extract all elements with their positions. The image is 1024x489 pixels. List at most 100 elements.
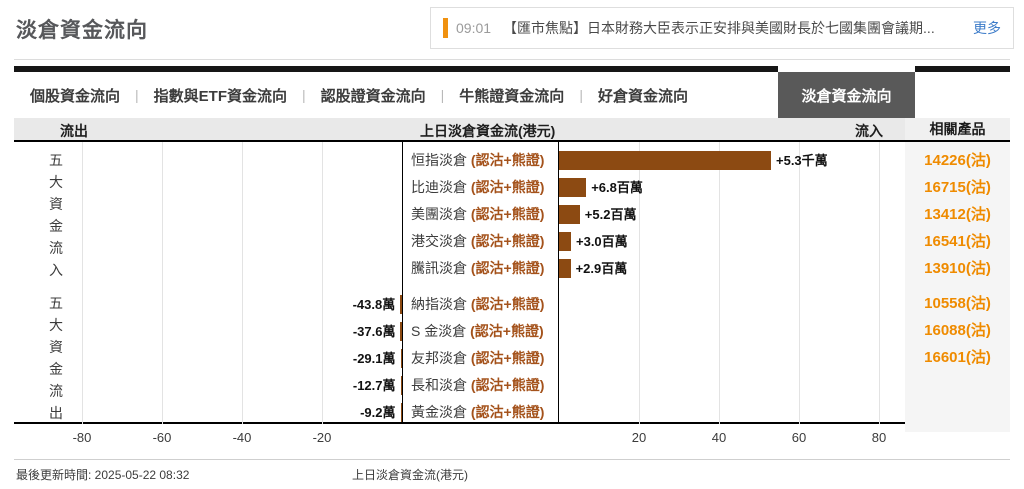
page-title: 淡倉資金流向 [16, 19, 148, 42]
tab-stock-fund-flow[interactable]: 個股資金流向 [30, 87, 121, 105]
related-products-column: 14226(沽) 16715(沽) 13412(沽) 16541(沽) 13910(沽)… [905, 142, 1010, 432]
tabbar-top-border [915, 66, 1010, 72]
x-axis-caption: 上日淡倉資金流(港元) [352, 468, 468, 482]
gridline [719, 142, 720, 424]
chart-row: 比迪淡倉 (認沽+熊證) +6.8百萬 [14, 174, 905, 201]
inflow-header-label: 流入 [855, 123, 883, 139]
gridline [799, 142, 800, 424]
bar-value-label: -12.7萬 [352, 377, 396, 393]
bar-value-label: -37.6萬 [352, 323, 396, 339]
news-headline-link[interactable]: 【匯市焦點】日本財務大臣表示正安排與美國財長於七國集團會議期... [503, 20, 935, 36]
flow-bar [559, 178, 587, 197]
gridline [879, 142, 880, 424]
bar-value-label: -43.8萬 [352, 296, 396, 312]
row-label: 美團淡倉 (認沽+熊證) [411, 206, 545, 222]
bar-value-label: +5.2百萬 [584, 207, 637, 222]
tab-separator: | [579, 87, 583, 103]
tab-warrant-fund-flow[interactable]: 認股證資金流向 [320, 87, 426, 105]
row-label: 納指淡倉 (認沽+熊證) [411, 295, 545, 312]
related-products-header: 相關產品 [905, 118, 1010, 140]
flow-bar [559, 259, 571, 278]
flow-bar [400, 294, 402, 314]
related-product-link[interactable]: 16715(沽) [924, 178, 991, 196]
chart-row: 納指淡倉 (認沽+熊證) -43.8萬 [14, 291, 905, 318]
flow-bar [559, 205, 580, 224]
chart-row: S 金淡倉 (認沽+熊證) -37.6萬 [14, 318, 905, 345]
tab-separator: | [440, 87, 445, 103]
related-product-link[interactable]: 16088(沽) [924, 322, 991, 339]
bar-value-label: +6.8百萬 [591, 180, 643, 195]
related-product-link[interactable]: 14226(沽) [924, 151, 991, 169]
chart-title-label: 上日淡倉資金流(港元) [420, 123, 556, 139]
row-label: 騰訊淡倉 (認沽+熊證) [411, 260, 545, 276]
chart-row: 美團淡倉 (認沽+熊證) +5.2百萬 [14, 201, 905, 228]
row-label: 長和淡倉 (認沽+熊證) [411, 376, 545, 393]
flow-bar [559, 151, 771, 170]
flow-bar [400, 348, 402, 368]
chart-header-strip: 流出 上日淡倉資金流(港元) 流入 相關產品 [14, 118, 1010, 142]
x-tick-label: -20 [312, 430, 332, 445]
related-product-link[interactable]: 13910(沽) [924, 259, 991, 277]
row-label: S 金淡倉 (認沽+熊證) [411, 322, 544, 339]
chart-row: 恒指淡倉 (認沽+熊證) +5.3千萬 [14, 147, 905, 174]
gridline [242, 142, 243, 424]
x-tick-label: 40 [711, 430, 727, 445]
inflow-group-label: 五大資金流入 [49, 151, 63, 278]
chart-plot: 恒指淡倉 (認沽+熊證) +5.3千萬比迪淡倉 (認沽+熊證) +6.8百萬美團淡倉… [14, 142, 905, 424]
news-time: 09:01 [456, 20, 492, 36]
gridline [162, 142, 163, 424]
tab-cbbc-fund-flow[interactable]: 牛熊證資金流向 [459, 87, 565, 105]
bar-value-label: +5.3千萬 [776, 153, 828, 168]
related-product-link[interactable]: 13412(沽) [924, 205, 991, 223]
outflow-header-label: 流出 [60, 123, 88, 139]
related-product-link[interactable]: 16541(沽) [924, 232, 991, 250]
gridline [82, 142, 83, 424]
related-product-link[interactable]: 10558(沽) [924, 295, 991, 312]
chart-row: 黃金淡倉 (認沽+熊證) -9.2萬 [14, 399, 905, 426]
x-axis-ticks: -80 -60 -40 -20 20 40 60 80 [14, 430, 905, 450]
outflow-group-label: 五大資金流出 [49, 295, 63, 421]
chart-row: 騰訊淡倉 (認沽+熊證) +2.9百萬 [14, 255, 905, 282]
x-tick-label: 80 [871, 430, 887, 445]
gridline [639, 142, 640, 424]
flow-bar [400, 375, 402, 395]
x-tick-label: -80 [72, 430, 92, 445]
flow-bar [559, 232, 571, 251]
row-label: 港交淡倉 (認沽+熊證) [411, 233, 545, 249]
gridline [322, 142, 323, 424]
news-ticker[interactable]: 09:01 【匯市焦點】日本財務大臣表示正安排與美國財長於七國集團會議期... … [430, 7, 1014, 49]
x-tick-label: -60 [152, 430, 172, 445]
bar-value-label: -9.2萬 [360, 404, 396, 420]
row-label: 恒指淡倉 (認沽+熊證) [411, 152, 545, 168]
last-update-time: 最後更新時間: 2025-05-22 08:32 [16, 468, 190, 482]
chart-row: 港交淡倉 (認沽+熊證) +3.0百萬 [14, 228, 905, 255]
chart-row: 友邦淡倉 (認沽+熊證) -29.1萬 [14, 345, 905, 372]
x-tick-label: -40 [232, 430, 252, 445]
flow-bar [400, 321, 402, 341]
tabbar-top-border [14, 66, 778, 72]
tab-index-etf-fund-flow[interactable]: 指數與ETF資金流向 [153, 87, 287, 105]
bar-value-label: +3.0百萬 [576, 234, 628, 249]
x-tick-label: 60 [791, 430, 807, 445]
flow-bar [400, 402, 402, 422]
x-tick-label: 20 [631, 430, 647, 445]
news-marker-icon [443, 18, 448, 38]
related-product-link[interactable]: 16601(沽) [924, 349, 991, 366]
row-label: 黃金淡倉 (認沽+熊證) [411, 403, 545, 420]
flow-tabbar: 個股資金流向 | 指數與ETF資金流向 | 認股證資金流向 | 牛熊證資金流向 … [14, 66, 1010, 118]
zero-axis-line [402, 142, 403, 424]
tab-separator: | [135, 87, 139, 103]
row-label: 比迪淡倉 (認沽+熊證) [411, 179, 545, 195]
bar-value-label: -29.1萬 [352, 350, 396, 366]
zero-axis-line [558, 142, 559, 424]
tab-short-fund-flow-active[interactable]: 淡倉資金流向 [778, 72, 915, 118]
tabs-row: 個股資金流向 | 指數與ETF資金流向 | 認股證資金流向 | 牛熊證資金流向 … [30, 72, 688, 118]
tab-long-fund-flow[interactable]: 好倉資金流向 [597, 87, 688, 105]
footer-divider [14, 459, 1010, 460]
title-divider [14, 59, 1010, 60]
bar-value-label: +2.9百萬 [575, 261, 628, 276]
news-more-link[interactable]: 更多 [973, 20, 1001, 36]
row-label: 友邦淡倉 (認沽+熊證) [411, 349, 545, 366]
tab-separator: | [302, 87, 306, 103]
